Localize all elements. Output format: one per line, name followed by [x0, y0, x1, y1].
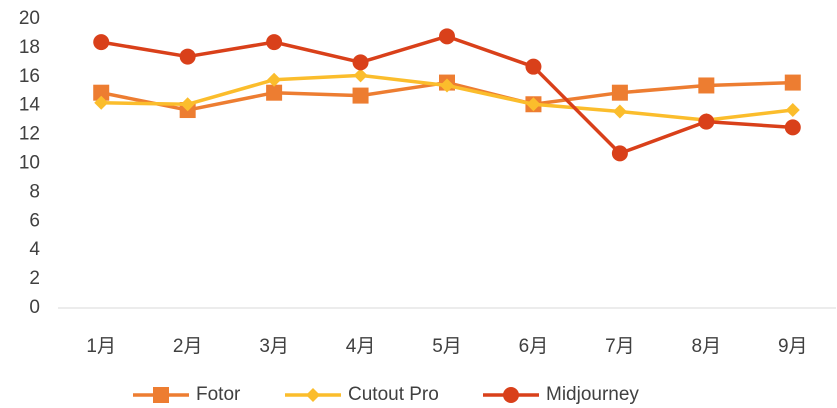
legend-marker — [306, 388, 320, 402]
data-point — [266, 84, 283, 101]
x-tick-label: 5月 — [432, 336, 462, 357]
y-tick-label: 8 — [29, 181, 40, 202]
legend-label: Fotor — [196, 384, 241, 405]
y-tick-label: 4 — [29, 239, 40, 260]
data-point — [93, 34, 110, 51]
data-point — [612, 104, 627, 119]
data-point — [353, 68, 368, 83]
x-tick-label: 1月 — [86, 336, 116, 357]
data-point — [267, 72, 282, 87]
legend-marker — [503, 387, 519, 403]
y-tick-label: 18 — [19, 37, 40, 58]
legend-marker — [153, 387, 169, 403]
data-point — [93, 84, 110, 101]
x-tick-label: 4月 — [346, 336, 376, 357]
data-point — [525, 58, 542, 75]
data-point — [352, 87, 369, 104]
x-tick-label: 7月 — [605, 336, 635, 357]
data-point — [526, 97, 541, 112]
data-point — [784, 74, 801, 91]
y-tick-label: 16 — [19, 66, 40, 87]
data-point — [180, 97, 195, 112]
data-point — [611, 145, 628, 162]
legend-label: Cutout Pro — [348, 384, 439, 405]
data-point — [785, 103, 800, 118]
legend-label: Midjourney — [546, 384, 639, 405]
data-point — [698, 77, 715, 94]
x-tick-label: 9月 — [778, 336, 808, 357]
x-tick-label: 3月 — [259, 336, 289, 357]
data-point — [611, 84, 628, 101]
y-tick-label: 0 — [29, 297, 40, 318]
data-point — [352, 54, 369, 71]
data-point — [439, 28, 455, 45]
series-line — [100, 34, 793, 156]
data-point — [784, 119, 801, 136]
y-tick-label: 12 — [19, 124, 40, 145]
x-tick-label: 2月 — [173, 336, 203, 357]
x-tick-label: 8月 — [692, 336, 722, 357]
y-tick-label: 20 — [19, 8, 40, 29]
x-tick-label: 6月 — [519, 336, 549, 357]
data-point — [179, 48, 196, 65]
y-tick-label: 10 — [19, 153, 40, 174]
data-point — [440, 78, 454, 93]
data-point — [698, 113, 715, 130]
y-tick-label: 14 — [19, 95, 41, 116]
data-point — [266, 34, 283, 51]
y-tick-label: 6 — [29, 210, 40, 231]
y-tick-label: 2 — [29, 268, 40, 289]
data-point — [94, 95, 109, 110]
